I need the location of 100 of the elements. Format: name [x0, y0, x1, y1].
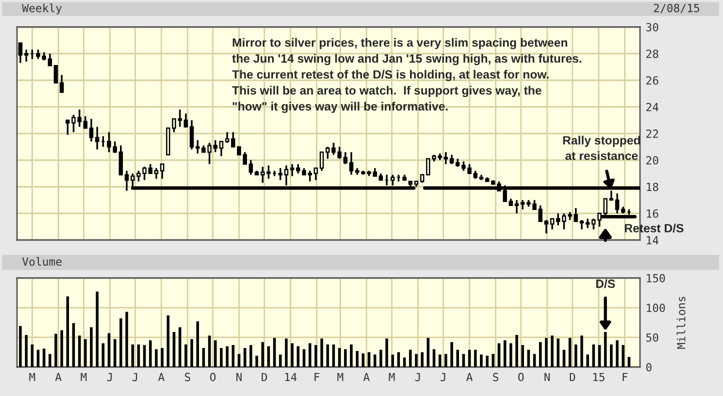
candlestick: [142, 166, 147, 181]
bar: [586, 354, 590, 367]
bar: [515, 334, 518, 367]
bar: [273, 338, 276, 367]
candlestick: [242, 151, 247, 165]
bar: [190, 339, 194, 367]
bar: [362, 353, 364, 367]
bar: [533, 354, 536, 367]
candlestick: [106, 131, 112, 153]
bar: [137, 344, 140, 367]
bar: [628, 356, 630, 367]
x-tick-label: S: [493, 372, 498, 382]
bar: [350, 344, 353, 367]
candlestick: [172, 118, 176, 134]
x-tick-label: A: [55, 372, 62, 382]
bar: [344, 349, 347, 367]
bar: [214, 340, 217, 367]
candlestick: [207, 142, 212, 165]
bar: [84, 339, 87, 367]
x-tick-label: 15: [593, 372, 604, 382]
bar: [403, 358, 406, 367]
x-tick-label: J: [107, 372, 112, 382]
x-tick-label: N: [544, 372, 550, 382]
bar: [414, 354, 418, 367]
x-tick-label: 14: [285, 372, 297, 382]
bar: [409, 350, 412, 367]
chart-title: Weekly: [22, 4, 62, 14]
x-tick-label: D: [262, 372, 267, 382]
bar: [616, 340, 619, 367]
bar: [568, 338, 572, 367]
bar: [184, 344, 188, 367]
bar: [302, 349, 306, 367]
bar: [160, 348, 164, 367]
bar: [562, 350, 566, 367]
bar: [397, 352, 400, 367]
y-tick-label: 50: [646, 333, 658, 342]
bar: [72, 323, 75, 367]
bar: [290, 343, 294, 367]
bar: [622, 345, 624, 367]
x-tick-label: A: [158, 372, 164, 382]
bar: [119, 318, 122, 367]
bar: [102, 343, 104, 367]
x-tick-label: M: [337, 372, 344, 382]
x-tick-label: M: [29, 372, 36, 382]
bar: [226, 346, 229, 367]
bar: [166, 315, 170, 367]
bar: [426, 338, 430, 367]
bar: [108, 333, 110, 367]
chart-title: Volume: [22, 257, 62, 266]
x-tick-label: J: [132, 372, 138, 382]
bar: [492, 354, 494, 367]
annotation: D/S: [596, 279, 615, 288]
bar: [296, 346, 300, 367]
candlestick: [462, 160, 466, 172]
y-tick-label: 100: [646, 304, 665, 312]
bar: [504, 340, 506, 367]
bar: [54, 334, 58, 367]
bar: [468, 350, 471, 367]
y-tick-label: 24: [646, 102, 658, 112]
bar: [456, 350, 460, 367]
bar: [539, 342, 542, 367]
candlestick: [266, 164, 271, 180]
bar: [332, 344, 335, 367]
bar: [131, 344, 134, 367]
bar: [550, 336, 554, 367]
annotation: Mirror to silver prices, there is a very slim spacing between the Jun '14 swing low and Jan '15 swing high, as with futures. The current retest of the D/S is holding, at least for now. This will be an area to watch. If support gives way, the "how" it gives way will be informative.: [232, 38, 582, 113]
y-tick-label: 16: [646, 209, 658, 218]
bar: [544, 338, 548, 367]
bar: [527, 350, 530, 367]
candlestick: [332, 142, 336, 156]
candlestick: [337, 146, 342, 160]
bar: [326, 344, 330, 367]
candlestick: [66, 119, 70, 136]
y-tick-label: 14: [646, 236, 658, 244]
x-tick-label: M: [80, 372, 87, 382]
bar: [220, 348, 223, 367]
bar: [279, 354, 282, 367]
bar: [521, 345, 524, 367]
bar: [78, 336, 81, 367]
bar: [574, 344, 578, 367]
candlestick: [36, 48, 40, 60]
bar: [592, 344, 595, 367]
bar: [444, 354, 448, 367]
bar: [238, 354, 240, 367]
bar: [143, 345, 146, 367]
bar: [114, 339, 116, 367]
bar: [261, 342, 264, 367]
bar: [125, 312, 128, 367]
bar: [509, 343, 512, 367]
x-tick-label: A: [363, 372, 370, 382]
bar: [178, 327, 182, 367]
bar: [149, 340, 152, 367]
bar: [391, 354, 394, 367]
bar: [96, 292, 99, 367]
candlestick: [112, 140, 117, 153]
bar: [48, 354, 52, 367]
bar: [356, 350, 359, 367]
x-tick-label: S: [184, 372, 190, 382]
bar: [308, 343, 312, 367]
candlestick: [532, 199, 537, 210]
